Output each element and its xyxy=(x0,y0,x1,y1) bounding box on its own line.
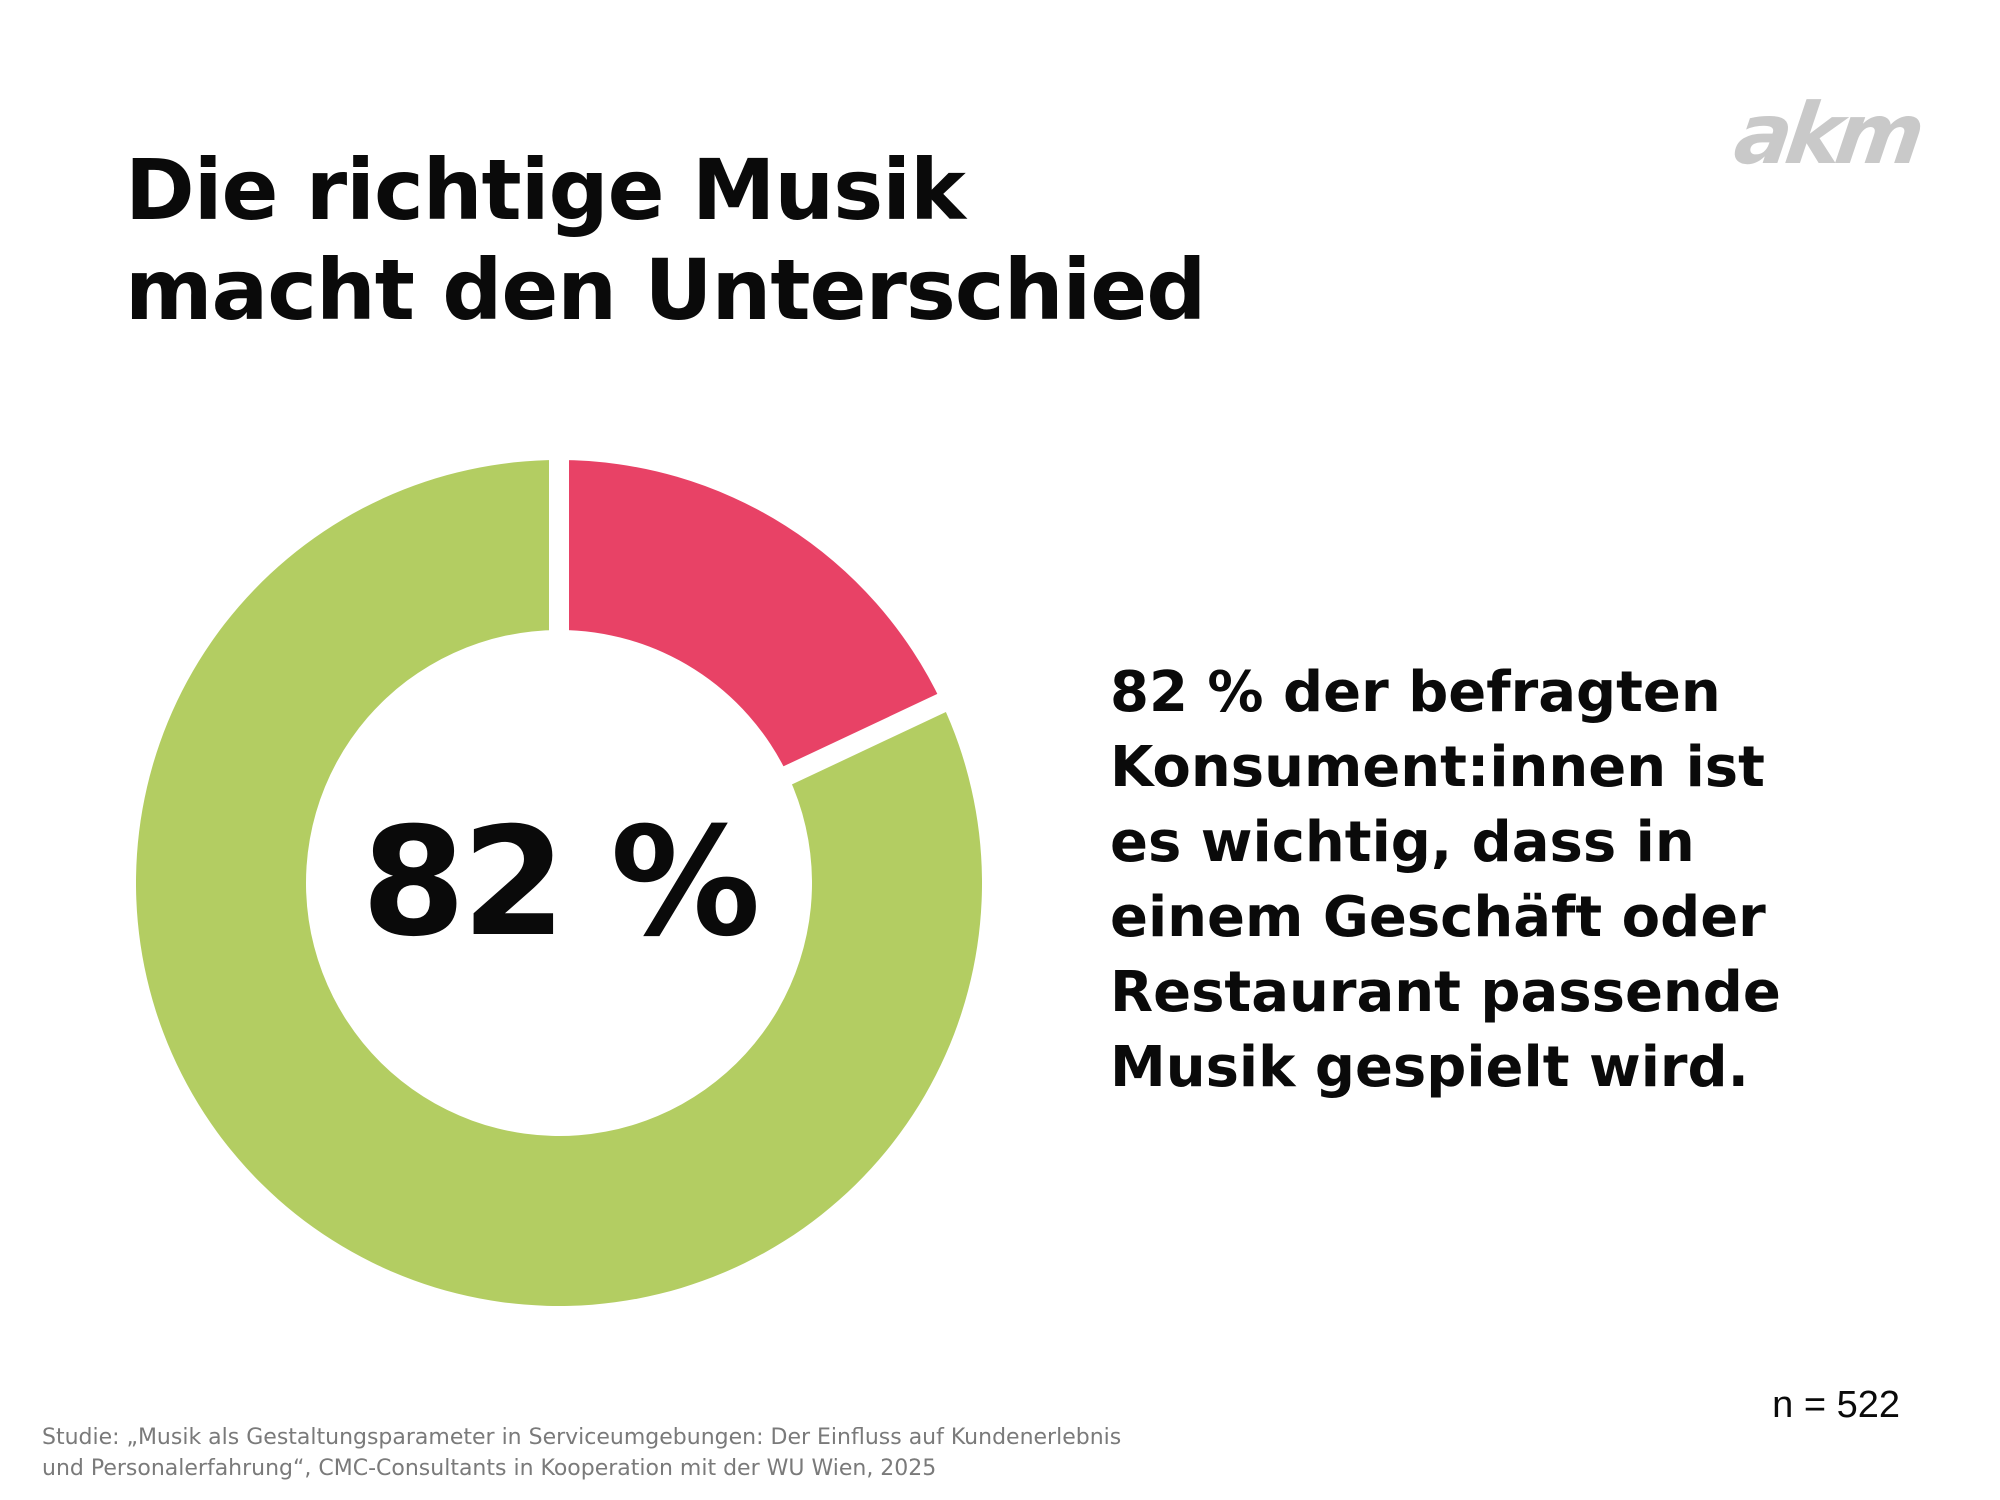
statement-text: 82 % der befragten Konsument:innen ist e… xyxy=(1110,655,1810,1105)
sample-size: n = 522 xyxy=(1772,1384,1900,1426)
donut-slice-majority xyxy=(136,460,982,1306)
akm-logo: akm xyxy=(1729,85,1925,183)
statement-line-3: es wichtig, dass in xyxy=(1110,810,1695,875)
statement-line-5: Restaurant passende xyxy=(1110,960,1781,1025)
page-title: Die richtige Musik macht den Unterschied xyxy=(125,140,1206,340)
statement-line-2: Konsument:innen ist xyxy=(1110,735,1765,800)
source-line-2: und Personalerfahrung“, CMC-Consultants … xyxy=(42,1456,937,1481)
title-line-1: Die richtige Musik xyxy=(125,141,966,239)
donut-slice-separator xyxy=(780,692,950,787)
donut-chart xyxy=(136,460,982,1306)
statement-line-1: 82 % der befragten xyxy=(1110,660,1721,725)
source-line-1: Studie: „Musik als Gestaltungsparameter … xyxy=(42,1425,1122,1450)
statement-line-4: einem Geschäft oder xyxy=(1110,885,1766,950)
statement-line-6: Musik gespielt wird. xyxy=(1110,1035,1749,1100)
donut-slice-minority xyxy=(559,460,942,776)
title-line-2: macht den Unterschied xyxy=(125,241,1206,339)
source-note: Studie: „Musik als Gestaltungsparameter … xyxy=(42,1422,1242,1484)
